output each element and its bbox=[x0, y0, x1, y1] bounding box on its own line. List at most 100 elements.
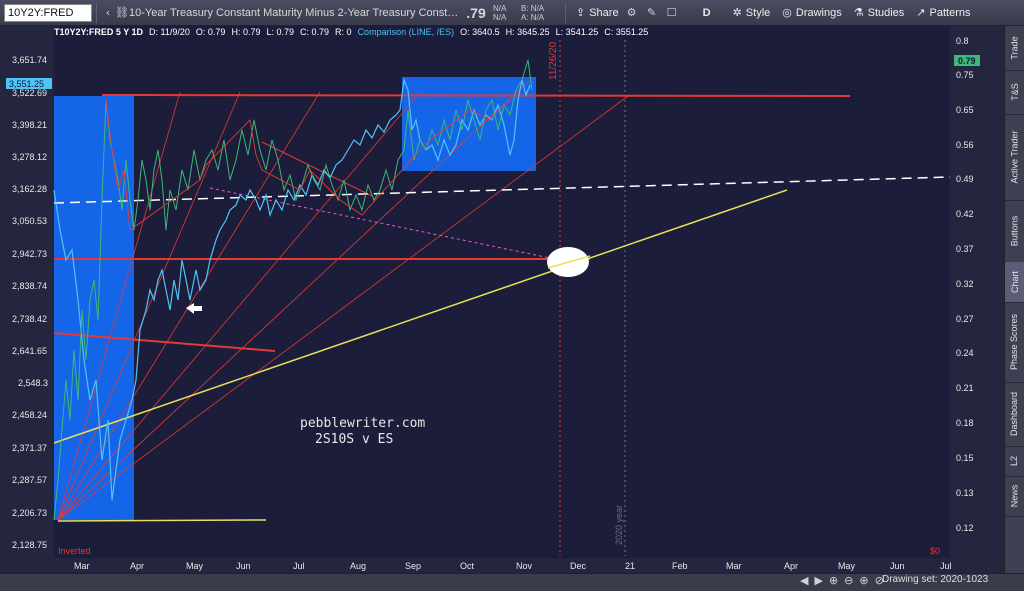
style-button[interactable]: ✲ Style bbox=[727, 6, 777, 20]
tab-active-trader[interactable]: Active Trader bbox=[1005, 114, 1024, 201]
link-icon[interactable]: ⛓ bbox=[115, 6, 129, 19]
yellow-trendline bbox=[53, 189, 788, 444]
right-axis-tick: 0.18 bbox=[956, 418, 974, 428]
header-close: C: 0.79 bbox=[300, 27, 330, 37]
tab-active-trader-label: Active Trader bbox=[1009, 130, 1020, 184]
tab-trade-label: Trade bbox=[1009, 36, 1020, 60]
zoom-fit-icon[interactable]: ⊘ bbox=[874, 574, 884, 587]
symbol-input[interactable]: 10Y2Y:FRED bbox=[4, 3, 92, 22]
month-tick: Nov bbox=[516, 561, 533, 571]
left-axis-tick: 2,206.73 bbox=[12, 508, 47, 518]
right-axis-tick: 0.37 bbox=[956, 244, 974, 254]
month-tick: 21 bbox=[625, 561, 635, 571]
tab-phase-scores[interactable]: Phase Scores bbox=[1005, 302, 1024, 383]
right-axis-tick: 0.56 bbox=[956, 140, 974, 150]
right-price-tag-bg bbox=[954, 55, 980, 66]
left-axis-panel bbox=[0, 26, 54, 573]
highlight-box-left bbox=[54, 96, 134, 520]
checkbox-icon[interactable]: ☐ bbox=[666, 6, 677, 19]
left-price-tag-bg bbox=[6, 78, 52, 89]
left-axis-tick: 2,738.42 bbox=[12, 314, 47, 324]
tab-chart[interactable]: Chart bbox=[1005, 262, 1024, 303]
gear-icon[interactable]: ⚙ bbox=[626, 6, 637, 19]
left-axis-tick: 2,287.57 bbox=[12, 475, 47, 485]
comparison-label: Comparison (LINE, /ES) bbox=[357, 27, 455, 37]
right-axis-tick: 0.27 bbox=[956, 314, 974, 324]
tab-level2[interactable]: L2 bbox=[1005, 446, 1024, 477]
month-tick: Feb bbox=[672, 561, 688, 571]
tab-time-and-sales[interactable]: T&S bbox=[1005, 70, 1024, 115]
style-label: Style bbox=[745, 6, 771, 19]
left-axis-tick: 2,548.3 bbox=[18, 378, 48, 388]
net-change: N/A N/A bbox=[493, 4, 521, 22]
studies-icon: ⚗ bbox=[853, 7, 864, 19]
ask-value: A: N/A bbox=[521, 12, 545, 22]
share-button[interactable]: ⇪ Share bbox=[570, 6, 625, 20]
zoom-in-icon[interactable]: ⊕ bbox=[859, 574, 869, 587]
yellow-trendline-over-oval bbox=[547, 255, 591, 269]
month-tick: May bbox=[186, 561, 204, 571]
tab-news[interactable]: News bbox=[1005, 476, 1024, 517]
price-chart[interactable]: 11/26/20 2020 year pebblewriter.com 2S10… bbox=[0, 26, 1004, 573]
zoom-out-icon[interactable]: ⊖ bbox=[844, 574, 854, 587]
study-symbol: T10Y2Y:FRED 5 Y 1D bbox=[54, 27, 144, 37]
right-axis-tick: 0.42 bbox=[956, 209, 974, 219]
right-axis-tick: 0.65 bbox=[956, 105, 974, 115]
month-tick: Jul bbox=[293, 561, 305, 571]
studies-label: Studies bbox=[867, 6, 905, 19]
drawings-button[interactable]: ◎ Drawings bbox=[776, 6, 847, 20]
time-axis: Mar Apr May Jun Jul Aug Sep Oct Nov Dec … bbox=[74, 561, 952, 571]
tab-dashboard[interactable]: Dashboard bbox=[1005, 382, 1024, 447]
net-change-value: N/A bbox=[493, 3, 507, 13]
fan-line bbox=[57, 95, 629, 521]
patterns-label: Patterns bbox=[929, 6, 971, 19]
scroll-right-icon[interactable]: ▶ bbox=[814, 574, 823, 587]
left-axis-tick: 3,651.74 bbox=[12, 55, 47, 65]
right-axis: 0.8 0.75 0.65 0.56 0.49 0.42 0.37 0.32 0… bbox=[956, 36, 974, 533]
cmp-open: O: 3640.5 bbox=[460, 27, 500, 37]
month-tick: May bbox=[838, 561, 856, 571]
yield-line bbox=[53, 59, 533, 521]
zoom-controls: ◀ ▶ ⊕ ⊖ ⊕ ⊘ bbox=[800, 574, 884, 587]
toolbar-divider bbox=[96, 2, 97, 23]
date-marker-label: 11/26/20 bbox=[548, 41, 559, 80]
header-low: L: 0.79 bbox=[266, 27, 295, 37]
month-tick: Jun bbox=[890, 561, 905, 571]
tab-trade[interactable]: Trade bbox=[1005, 26, 1024, 71]
arrow-left-icon bbox=[186, 303, 202, 314]
tab-buttons[interactable]: Buttons bbox=[1005, 200, 1024, 263]
drawing-set-label[interactable]: Drawing set: 2020-1023 bbox=[882, 574, 989, 585]
bottom-scrollbar[interactable] bbox=[0, 573, 1024, 591]
period-selector[interactable]: D bbox=[702, 6, 711, 19]
left-axis-tick: 2,128.75 bbox=[12, 540, 47, 550]
left-axis-tick: 3,278.12 bbox=[12, 152, 47, 162]
header-date: D: 11/9/20 bbox=[149, 27, 190, 37]
cmp-low: L: 3541.25 bbox=[555, 27, 599, 37]
crosshair-icon[interactable]: ⊕ bbox=[828, 574, 839, 587]
patterns-button[interactable]: ↗ Patterns bbox=[910, 6, 976, 20]
highlight-box-right bbox=[402, 77, 536, 171]
right-axis-tick: 0.13 bbox=[956, 488, 974, 498]
pin-icon[interactable]: ✎ bbox=[646, 6, 657, 19]
toolbar-divider bbox=[565, 2, 566, 23]
drawings-label: Drawings bbox=[795, 6, 842, 19]
right-axis-tick: 0.12 bbox=[956, 523, 974, 533]
channel-line bbox=[261, 141, 373, 197]
time-axis-panel bbox=[54, 558, 950, 573]
studies-button[interactable]: ⚗ Studies bbox=[848, 6, 911, 20]
inverted-label: Inverted bbox=[58, 546, 91, 556]
percent-change-value: N/A bbox=[493, 12, 507, 22]
year-marker-label: 2020 year bbox=[614, 505, 624, 545]
header-range: R: 0 bbox=[335, 27, 352, 37]
month-tick: Mar bbox=[726, 561, 742, 571]
left-axis-tick: 3,050.53 bbox=[12, 216, 47, 226]
watermark-title: 2S10S v ES bbox=[315, 432, 393, 447]
share-icon: ⇪ bbox=[576, 7, 586, 19]
header-open: O: 0.79 bbox=[195, 27, 226, 37]
fan-line bbox=[57, 91, 241, 521]
tab-dashboard-label: Dashboard bbox=[1009, 391, 1020, 437]
chevron-left-icon[interactable]: ‹ bbox=[105, 6, 111, 19]
top-toolbar: 10Y2Y:FRED ‹ ⛓ 10-Year Treasury Constant… bbox=[0, 0, 1024, 26]
style-icon: ✲ bbox=[732, 7, 742, 19]
scroll-left-icon[interactable]: ◀ bbox=[800, 574, 809, 587]
